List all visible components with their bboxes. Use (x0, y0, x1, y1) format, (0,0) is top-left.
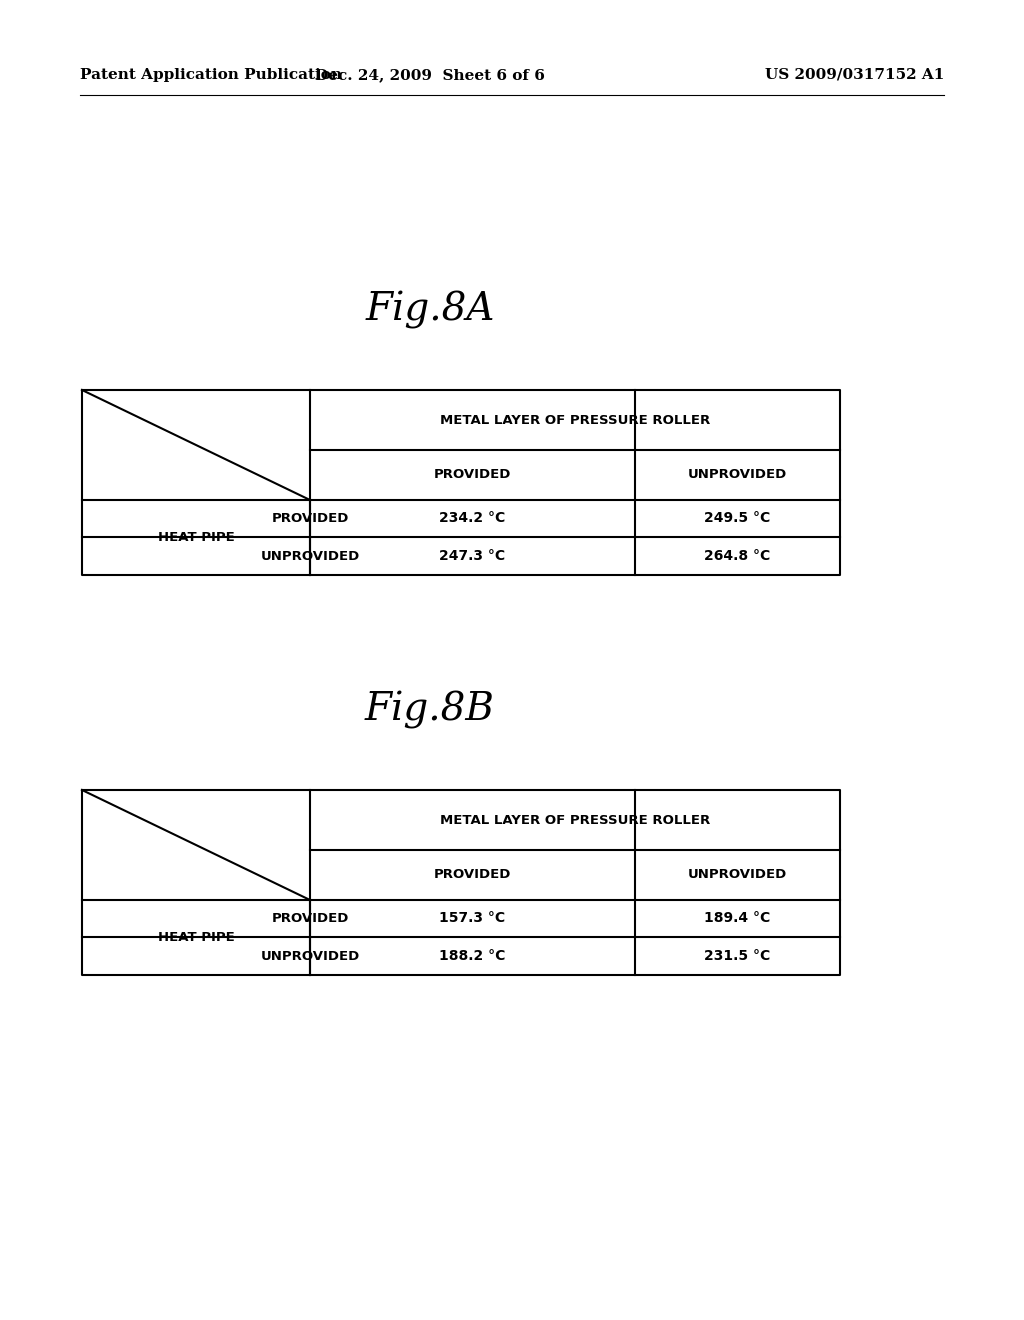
Text: 188.2 °C: 188.2 °C (439, 949, 506, 964)
Text: PROVIDED: PROVIDED (271, 912, 349, 925)
Text: METAL LAYER OF PRESSURE ROLLER: METAL LAYER OF PRESSURE ROLLER (440, 813, 710, 826)
Text: 264.8 °C: 264.8 °C (705, 549, 771, 564)
Text: HEAT PIPE: HEAT PIPE (158, 931, 234, 944)
Text: UNPROVIDED: UNPROVIDED (688, 469, 787, 482)
Text: PROVIDED: PROVIDED (434, 469, 511, 482)
Text: PROVIDED: PROVIDED (434, 869, 511, 882)
Text: 247.3 °C: 247.3 °C (439, 549, 506, 564)
Text: Dec. 24, 2009  Sheet 6 of 6: Dec. 24, 2009 Sheet 6 of 6 (315, 69, 545, 82)
Text: 189.4 °C: 189.4 °C (705, 912, 771, 925)
Text: Fig.8B: Fig.8B (365, 690, 495, 729)
Text: UNPROVIDED: UNPROVIDED (688, 869, 787, 882)
Text: 249.5 °C: 249.5 °C (705, 511, 771, 525)
Text: US 2009/0317152 A1: US 2009/0317152 A1 (765, 69, 944, 82)
Text: Patent Application Publication: Patent Application Publication (80, 69, 342, 82)
Text: METAL LAYER OF PRESSURE ROLLER: METAL LAYER OF PRESSURE ROLLER (440, 413, 710, 426)
Text: UNPROVIDED: UNPROVIDED (260, 549, 359, 562)
Text: 157.3 °C: 157.3 °C (439, 912, 506, 925)
Text: UNPROVIDED: UNPROVIDED (260, 949, 359, 962)
Text: HEAT PIPE: HEAT PIPE (158, 531, 234, 544)
Text: 231.5 °C: 231.5 °C (705, 949, 771, 964)
Text: PROVIDED: PROVIDED (271, 512, 349, 525)
Text: 234.2 °C: 234.2 °C (439, 511, 506, 525)
Text: Fig.8A: Fig.8A (366, 290, 495, 329)
